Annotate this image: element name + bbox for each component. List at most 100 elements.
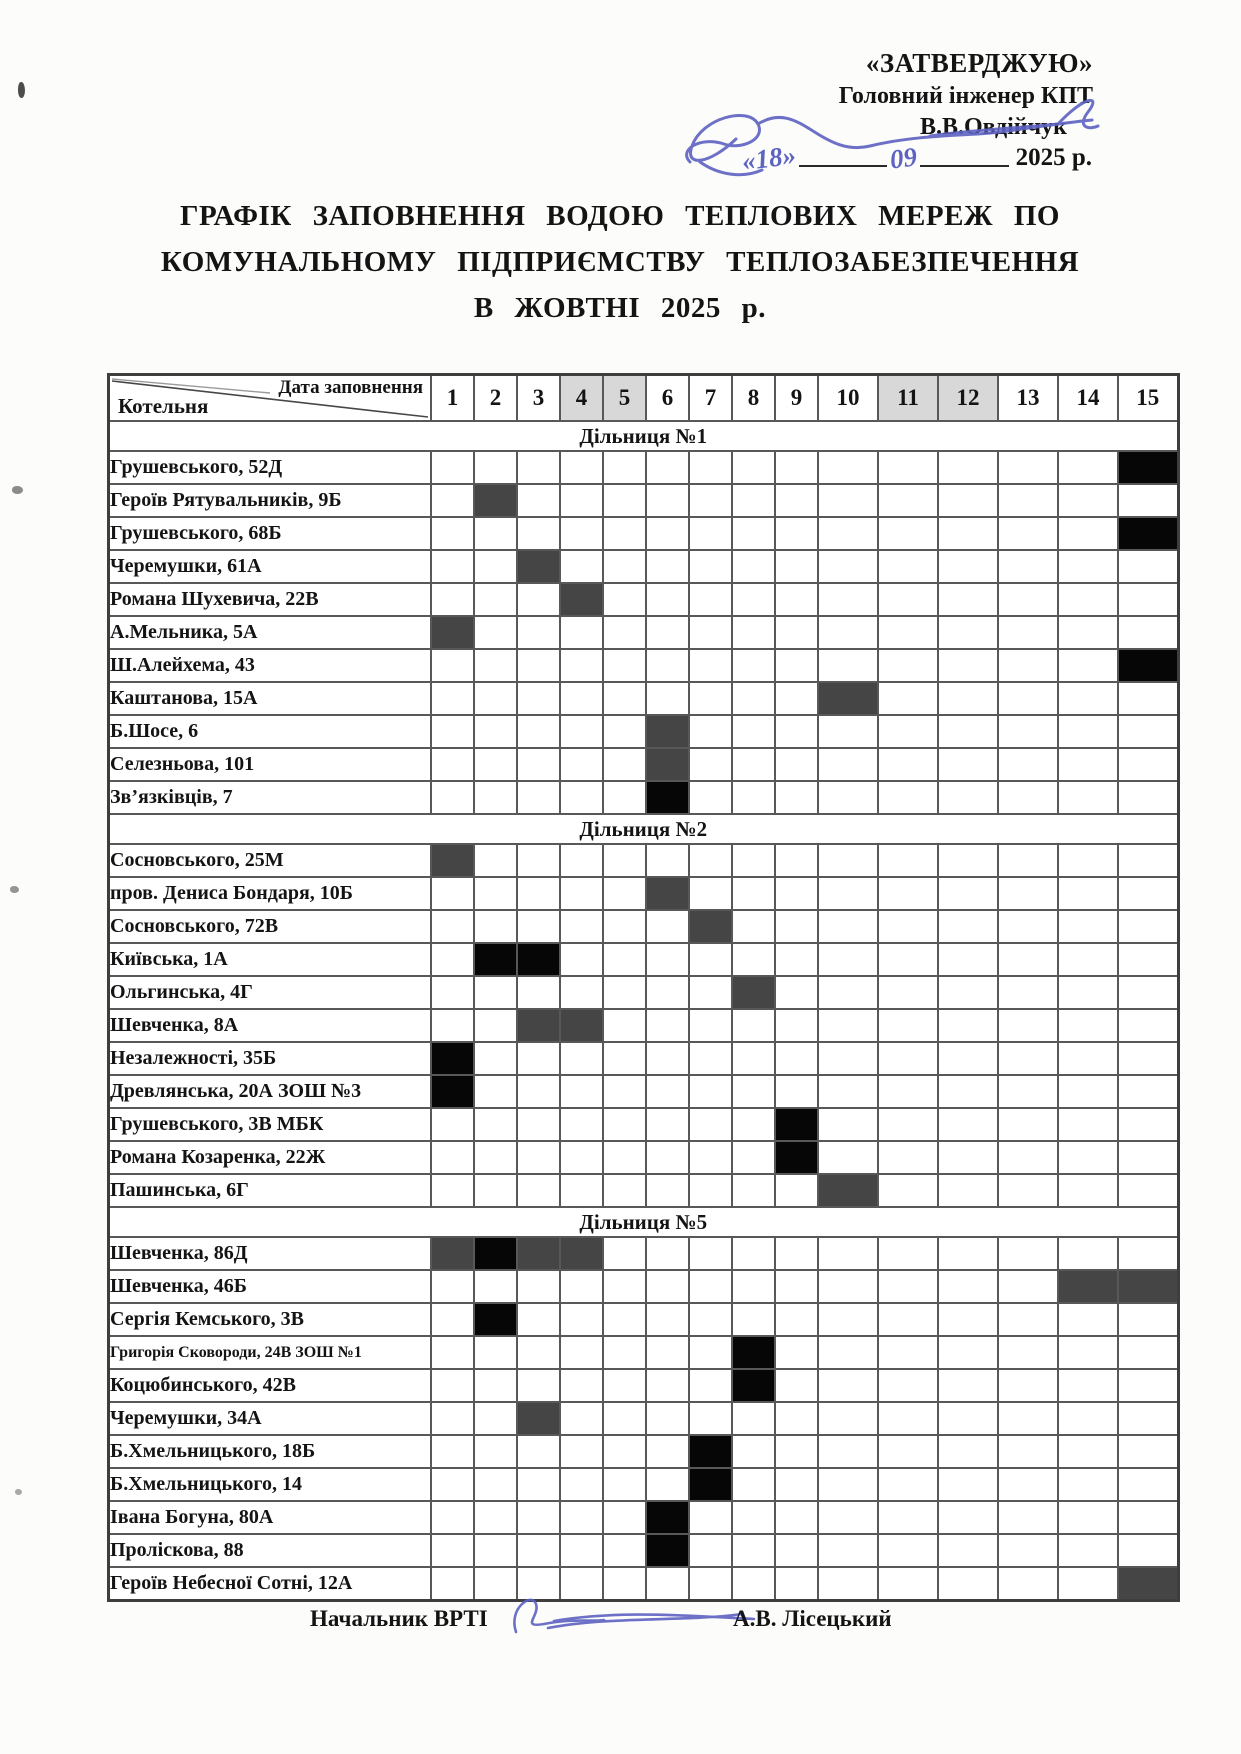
date-col-header-9: 9 [774,373,819,422]
schedule-cell [430,1533,475,1568]
schedule-cell [1117,1533,1179,1568]
schedule-cell [602,516,647,551]
approval-date-line: «18» 09 2025 р. [740,138,1092,176]
schedule-cell [473,1434,518,1469]
schedule-cell [877,1434,939,1469]
boiler-row-label: пров. Дениса Бондаря, 10Б [107,876,432,911]
schedule-cell [877,1467,939,1502]
schedule-cell [645,1008,690,1043]
schedule-cell [688,1236,733,1271]
schedule-cell [1117,582,1179,617]
schedule-cell [997,1401,1059,1436]
schedule-cell [430,483,475,518]
schedule-cell [645,582,690,617]
boiler-row-label: Ольгинська, 4Г [107,975,432,1010]
schedule-cell [559,1368,604,1403]
schedule-cell [602,1500,647,1535]
schedule-cell [688,1173,733,1208]
schedule-cell [1117,1173,1179,1208]
section-label: Дільниця №5 [107,1206,1179,1238]
schedule-cell-filled-black [1117,516,1179,551]
schedule-cell [688,714,733,749]
schedule-cell [937,1008,999,1043]
schedule-cell [430,1401,475,1436]
boiler-row-label: Коцюбинського, 42В [107,1368,432,1403]
schedule-cell [817,942,879,977]
schedule-table: Дата заповнення Котельня 1 2 3 4 5 6 7 8 9 10 11 12 13… [107,373,1180,1602]
schedule-cell [688,1302,733,1337]
schedule-cell [516,1173,561,1208]
schedule-cell [688,942,733,977]
schedule-cell [997,747,1059,782]
schedule-cell [1057,1335,1119,1370]
schedule-cell [997,714,1059,749]
schedule-cell [473,582,518,617]
schedule-cell [774,1236,819,1271]
schedule-cell [688,1269,733,1304]
schedule-cell [473,1140,518,1175]
schedule-cell [430,516,475,551]
schedule-cell [559,1140,604,1175]
schedule-cell [516,516,561,551]
schedule-cell-filled-black [473,1302,518,1337]
schedule-cell [516,975,561,1010]
schedule-cell [645,1467,690,1502]
schedule-cell [516,1140,561,1175]
schedule-cell-filled-gray [559,582,604,617]
schedule-cell [516,1500,561,1535]
boiler-row-label: Романа Шухевича, 22В [107,582,432,617]
boiler-row-label: Зв’язківців, 7 [107,780,432,815]
date-col-header-8: 8 [731,373,776,422]
schedule-cell [1117,909,1179,944]
handwritten-month: 09 [888,141,919,175]
schedule-cell [430,780,475,815]
schedule-cell [559,1533,604,1568]
schedule-cell [1117,681,1179,716]
section-header-row: Дільниця №1 [107,420,1179,452]
schedule-cell [1117,1302,1179,1337]
schedule-cell [430,1008,475,1043]
schedule-cell [516,615,561,650]
schedule-cell [877,1008,939,1043]
schedule-cell [516,714,561,749]
date-col-header-13: 13 [997,373,1059,422]
schedule-cell [997,1269,1059,1304]
schedule-cell [997,615,1059,650]
schedule-cell-filled-black [645,780,690,815]
boiler-row-label: А.Мельника, 5А [107,615,432,650]
boiler-row: Коцюбинського, 42В [107,1368,1179,1403]
schedule-cell [731,1008,776,1043]
schedule-cell-filled-black [731,1335,776,1370]
schedule-cell [602,1434,647,1469]
schedule-cell [430,648,475,683]
schedule-cell [602,843,647,878]
schedule-cell [937,648,999,683]
schedule-cell [817,1041,879,1076]
title-line-2: КОМУНАЛЬНОМУ ПІДПРИЄМСТВУ ТЕПЛОЗАБЕЗПЕЧЕ… [160,245,1080,278]
boiler-row-label: Грушевського, 52Д [107,450,432,485]
schedule-cell [731,1074,776,1109]
boiler-row-label: Шевченка, 46Б [107,1269,432,1304]
date-header-row: Дата заповнення Котельня 1 2 3 4 5 6 7 8 9 10 11 12 13… [107,373,1179,422]
schedule-cell [688,975,733,1010]
schedule-cell-filled-gray [817,1173,879,1208]
schedule-cell [731,1269,776,1304]
schedule-cell [877,747,939,782]
schedule-cell [774,780,819,815]
boiler-row-label: Шевченка, 8А [107,1008,432,1043]
schedule-cell-filled-gray [645,714,690,749]
schedule-cell [731,450,776,485]
schedule-cell [430,942,475,977]
schedule-cell [602,780,647,815]
boiler-row: Шевченка, 46Б [107,1269,1179,1304]
schedule-cell [997,1533,1059,1568]
boiler-row: Проліскова, 88 [107,1533,1179,1568]
schedule-cell [559,1566,604,1602]
title-line-1: ГРАФІК ЗАПОВНЕННЯ ВОДОЮ ТЕПЛОВИХ МЕРЕЖ П… [180,200,1060,232]
schedule-cell [688,450,733,485]
schedule-cell [774,1074,819,1109]
schedule-cell [1117,1236,1179,1271]
schedule-cell [731,1107,776,1142]
schedule-cell [1117,1401,1179,1436]
schedule-cell [430,714,475,749]
